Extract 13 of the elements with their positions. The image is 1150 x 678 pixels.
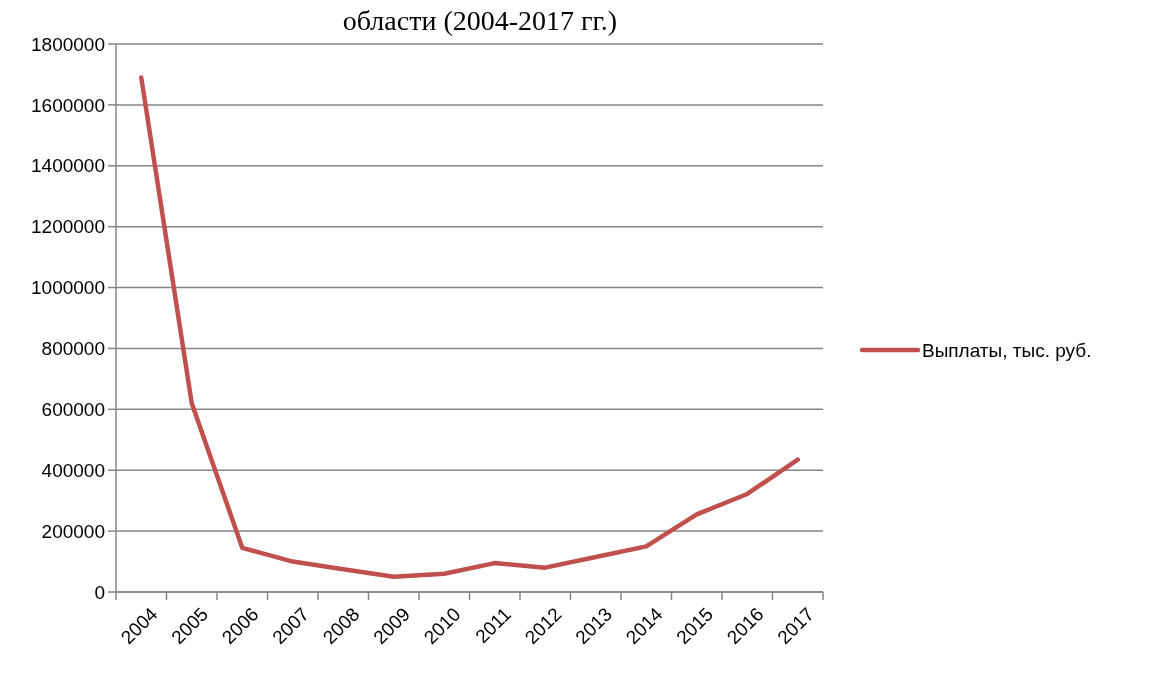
y-tick-label: 600000 xyxy=(41,398,105,420)
y-tick-label: 0 xyxy=(94,581,105,603)
y-tick-label: 800000 xyxy=(41,338,105,360)
chart-title: области (2004-2017 гг.) xyxy=(342,5,618,36)
y-tick-label: 1200000 xyxy=(31,216,105,238)
y-tick-label: 1000000 xyxy=(31,277,105,299)
line-series xyxy=(139,75,800,580)
y-tick-label: 1800000 xyxy=(31,33,105,55)
y-tick-label: 200000 xyxy=(41,520,105,542)
y-tick-label: 1400000 xyxy=(31,155,105,177)
y-tick-label: 400000 xyxy=(41,459,105,481)
y-tick-label: 1600000 xyxy=(31,94,105,116)
legend-label: Выплаты, тыс. руб. xyxy=(922,339,1092,361)
